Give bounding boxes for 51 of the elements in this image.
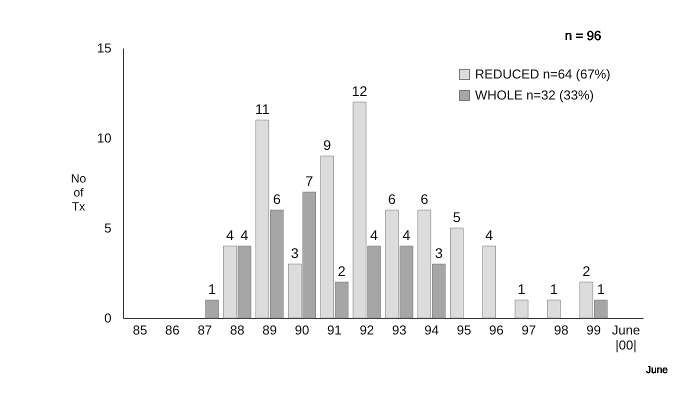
data-label: 9 [323, 137, 332, 153]
x-tick-label: 92 [360, 322, 374, 338]
data-label: 12 [352, 83, 368, 99]
data-label: 5 [452, 209, 461, 225]
data-label: 6 [420, 191, 428, 207]
data-label: 4 [402, 227, 411, 243]
y-axis-title: No of Tx [70, 172, 86, 214]
data-label: 2 [338, 263, 346, 279]
x-tick-label: 91 [327, 322, 342, 338]
data-label: 6 [388, 191, 396, 207]
legend-label: WHOLE n=32 (33%) [475, 88, 594, 102]
data-label: 4 [370, 227, 378, 243]
x-tick-label: 99 [586, 322, 601, 338]
y-tick-label: 5 [104, 220, 112, 236]
x-tick-label: 93 [392, 322, 406, 338]
data-label: 1 [596, 281, 605, 297]
x-tick-label: June |00| [612, 322, 640, 352]
data-label: 1 [550, 281, 558, 297]
bar [547, 300, 561, 318]
y-tick-label: 10 [97, 130, 112, 146]
text: June [646, 365, 668, 376]
legend-label: REDUCED n=64 (67%) [475, 66, 610, 82]
bar [205, 300, 219, 318]
y-tick-label: 15 [97, 40, 112, 56]
data-label: 2 [582, 263, 590, 279]
x-tick-label: 85 [132, 322, 148, 338]
data-label: 3 [434, 245, 443, 261]
bar [514, 300, 528, 318]
x-tick-label: 86 [165, 322, 180, 338]
x-tick-label: 89 [262, 322, 277, 338]
bar [482, 246, 496, 318]
data-label: 6 [272, 191, 281, 207]
data-label: 1 [208, 281, 216, 297]
text: n = 96 [564, 28, 602, 43]
x-tick-label: 88 [230, 322, 244, 338]
x-tick-label: 97 [522, 322, 536, 338]
data-label: 4 [240, 227, 249, 243]
x-tick-label: 98 [554, 322, 568, 338]
data-label: 3 [290, 245, 299, 261]
data-label: 1 [518, 281, 526, 297]
bar [450, 228, 464, 318]
x-tick-label: 87 [198, 322, 212, 338]
data-label: 7 [305, 173, 314, 189]
y-tick-label: 0 [104, 310, 112, 326]
x-tick-label: 96 [489, 322, 504, 338]
x-tick-label: 90 [294, 322, 310, 338]
x-tick-label: 94 [424, 322, 439, 338]
data-label: 11 [255, 101, 270, 117]
data-label: 4 [226, 227, 234, 243]
x-tick-label: 95 [456, 322, 472, 338]
data-label: 4 [485, 227, 494, 243]
